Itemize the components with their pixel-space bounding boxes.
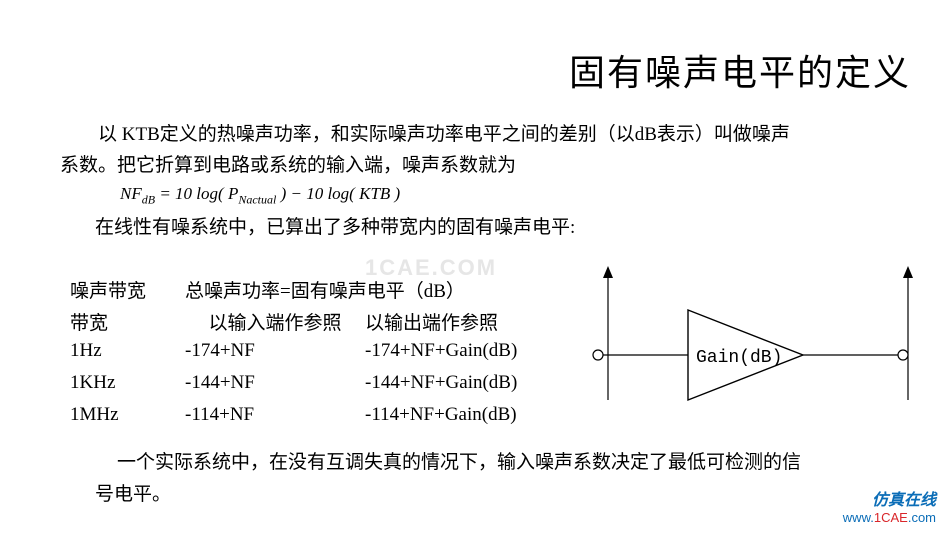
table-cell-in: -114+NF <box>185 404 365 426</box>
paragraph-1-line1: 以 KTB定义的热噪声功率，和实际噪声功率电平之间的差别（以dB表示）叫做噪声 <box>60 120 891 150</box>
page-title: 固有噪声电平的定义 <box>569 44 911 96</box>
table-cell-out: -174+NF+Gain(dB) <box>365 340 565 362</box>
formula-p-var: P <box>228 184 238 203</box>
table-cell-in: -174+NF <box>185 340 365 362</box>
paragraph-1-line2: 系数。把它折算到电路或系统的输入端，噪声系数就为 <box>60 151 891 181</box>
formula-lhs-sub: dB <box>142 192 155 206</box>
formula-mid: ) − 10 log( <box>276 184 359 203</box>
formula-ktb: KTB <box>359 184 390 203</box>
formula-lhs-var: NF <box>120 184 142 203</box>
table-cell-bw: 1MHz <box>70 404 185 426</box>
footer-url-com: .com <box>908 510 936 525</box>
formula-close: ) <box>390 184 400 203</box>
footer-brand-cn: 仿真在线 <box>843 491 936 510</box>
paragraph-3-line1: 一个实际系统中，在没有互调失真的情况下，输入噪声系数决定了最低可检测的信 <box>60 448 891 478</box>
footer-brand: 仿真在线 www.1CAE.com <box>843 491 936 526</box>
amplifier-gain-label: Gain(dB) <box>696 348 782 368</box>
amplifier-diagram: Gain(dB) <box>568 260 938 420</box>
footer-brand-url: www.1CAE.com <box>843 510 936 526</box>
table-header-input-ref: 以输入端作参照 <box>185 308 365 335</box>
paragraph-3-line2: 号电平。 <box>95 479 171 506</box>
table-cell-out: -114+NF+Gain(dB) <box>365 404 565 426</box>
table-header-total-title: 总噪声功率=固有噪声电平（dB） <box>185 276 465 303</box>
table-cell-bw: 1KHz <box>70 372 185 394</box>
formula-p-sub: Nactual <box>238 192 276 206</box>
formula-eq: = 10 log( <box>155 184 228 203</box>
table-cell-in: -144+NF <box>185 372 365 394</box>
footer-url-www: www. <box>843 510 874 525</box>
table-cell-out: -144+NF+Gain(dB) <box>365 372 565 394</box>
table-cell-bw: 1Hz <box>70 340 185 362</box>
paragraph-2: 在线性有噪系统中，已算出了多种带宽内的固有噪声电平: <box>95 212 575 239</box>
table-row: 1Hz -174+NF -174+NF+Gain(dB) <box>70 340 565 364</box>
table-header-bw-title: 噪声带宽 <box>70 276 185 303</box>
noise-figure-formula: NFdB = 10 log( PNactual ) − 10 log( KTB … <box>120 184 400 207</box>
table-row: 1KHz -144+NF -144+NF+Gain(dB) <box>70 372 565 396</box>
table-header-output-ref: 以输出端作参照 <box>365 308 565 335</box>
table-row: 1MHz -114+NF -114+NF+Gain(dB) <box>70 404 565 428</box>
footer-url-1cae: 1CAE <box>874 510 908 525</box>
noise-table: 噪声带宽 总噪声功率=固有噪声电平（dB） 带宽 以输入端作参照 以输出端作参照… <box>70 276 565 436</box>
table-header-bw: 带宽 <box>70 308 185 335</box>
